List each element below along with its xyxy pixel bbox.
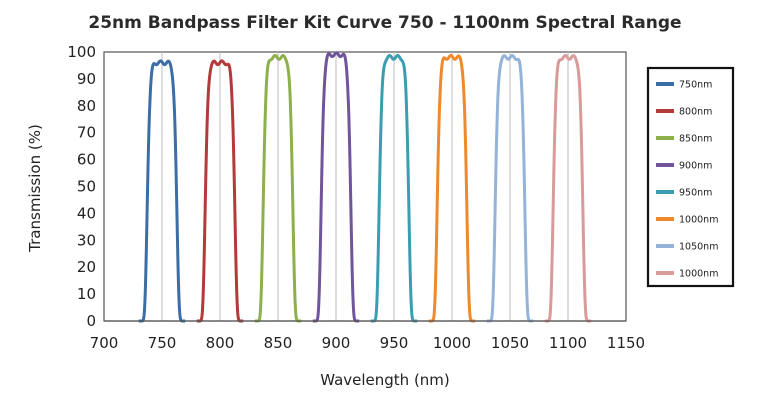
x-axis-label: Wavelength (nm) [320,371,450,389]
x-tick-label: 1050 [491,334,529,352]
legend-entry-2: 800nm [679,107,712,118]
legend-box [646,66,735,288]
y-axis-label: Transmission (%) [26,124,44,253]
series-line-8 [543,54,593,323]
legend-entry-5: 950nm [679,188,712,199]
x-tick-label: 900 [322,334,351,352]
legend-entry-4: 900nm [679,161,712,172]
legend-entry-8: 1000nm [679,269,718,280]
series-line-4 [311,51,361,323]
series-line-3 [253,54,303,323]
y-tick-label: 90 [77,70,96,88]
y-axis-ticks: 0 10 20 30 40 50 60 70 80 90 100 [67,43,96,330]
legend-entry-1: 750nm [679,80,712,91]
legend-entry-3: 850nm [679,134,712,145]
y-tick-label: 40 [77,204,96,222]
x-tick-label: 1000 [433,334,471,352]
legend: 750nm 800nm 850nm 900nm 950nm 1000nm 1050nm 100… [646,66,735,288]
x-tick-label: 1100 [549,334,587,352]
series-line-5 [369,54,419,323]
legend-entry-6: 1000nm [679,215,718,226]
y-tick-label: 50 [77,178,96,196]
grid-lines [161,52,569,321]
x-tick-label: 800 [206,334,235,352]
x-tick-label: 950 [380,334,409,352]
x-tick-label: 1150 [607,334,645,352]
y-tick-label: 70 [77,124,96,142]
y-tick-label: 80 [77,97,96,115]
legend-entry-7: 1050nm [679,242,718,253]
y-tick-label: 100 [67,43,96,61]
x-tick-label: 700 [90,334,119,352]
series-line-7 [485,54,535,323]
chart-title: 25nm Bandpass Filter Kit Curve 750 - 110… [88,13,681,33]
series-line-2 [195,59,245,323]
x-axis-ticks: 700 750 800 850 900 950 1000 1050 1100 1150 [90,334,645,352]
x-tick-label: 750 [148,334,177,352]
series-line-6 [427,54,477,323]
y-tick-label: 0 [86,312,96,330]
y-tick-label: 30 [77,231,96,249]
series-lines [104,51,626,323]
y-tick-label: 20 [77,258,96,276]
x-tick-label: 850 [264,334,293,352]
y-tick-label: 60 [77,151,96,169]
y-tick-label: 10 [77,285,96,303]
series-line-1 [137,59,187,323]
plot-area [103,51,627,322]
